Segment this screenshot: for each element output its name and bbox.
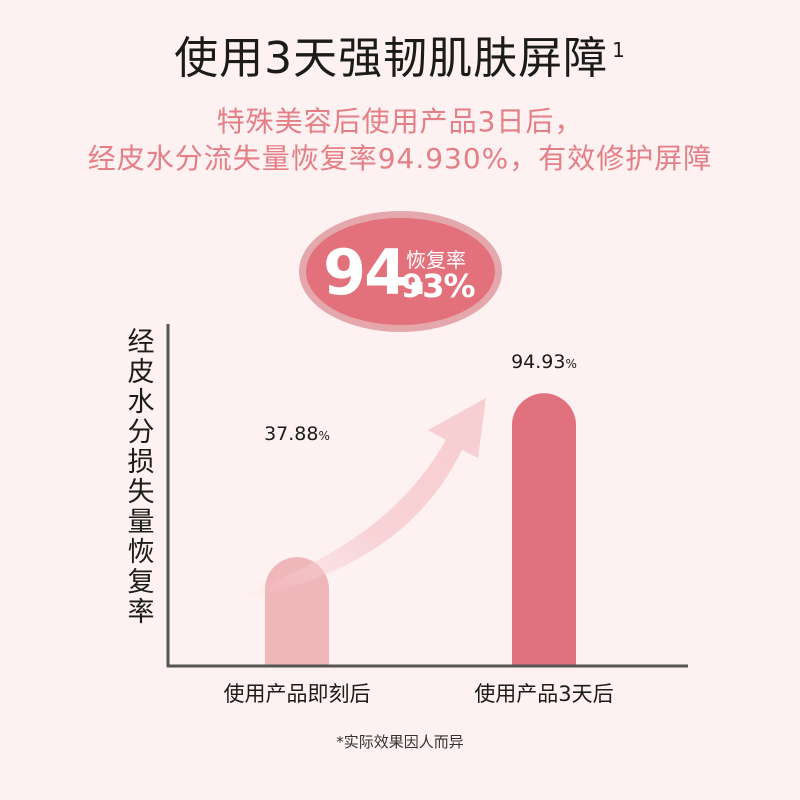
badge-value-decimal: 93% bbox=[401, 267, 476, 305]
value-unit: % bbox=[319, 429, 330, 443]
footnote: *实际效果因人而异 bbox=[336, 733, 464, 751]
badge-label: 恢复率 bbox=[406, 248, 466, 272]
title-footnote-marker: 1 bbox=[612, 38, 626, 63]
category-label-2: 使用产品3天后 bbox=[474, 682, 613, 706]
value-number: 37.88 bbox=[264, 423, 318, 445]
trend-arrow bbox=[240, 398, 486, 600]
badge-value-main: 94. bbox=[323, 236, 429, 309]
page-title: 使用3天强韧肌肤屏障 1 bbox=[0, 22, 800, 86]
value-label-2: 94.93% bbox=[511, 351, 577, 373]
bar-2 bbox=[512, 393, 576, 666]
category-label-1: 使用产品即刻后 bbox=[224, 682, 371, 706]
value-label-1: 37.88% bbox=[264, 423, 330, 445]
y-axis-label: 经皮水分损失量恢复率 bbox=[127, 327, 155, 628]
value-number: 94.93 bbox=[511, 351, 565, 373]
title-text: 使用3天强韧肌肤屏障 bbox=[174, 33, 609, 84]
value-unit: % bbox=[566, 357, 577, 371]
subtitle-line-2: 经皮水分流失量恢复率94.930%，有效修护屏障 bbox=[87, 142, 713, 175]
subtitle-line-1: 特殊美容后使用产品3日后， bbox=[216, 105, 584, 138]
recovery-rate-badge: 94. 恢复率 93% bbox=[299, 211, 502, 332]
badge-core: 94. 恢复率 93% bbox=[306, 218, 495, 325]
